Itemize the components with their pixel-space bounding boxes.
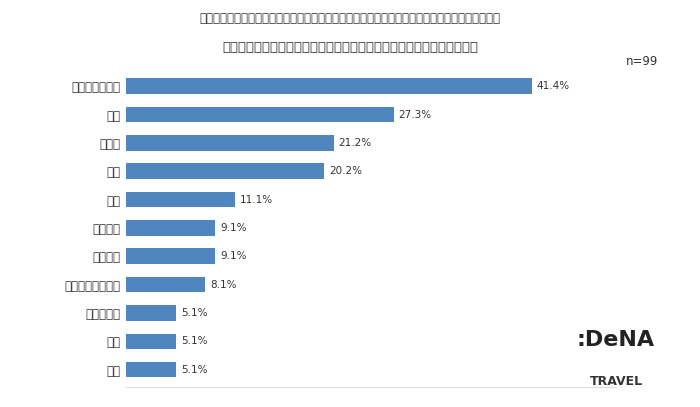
Text: TRAVEL: TRAVEL [589,375,643,388]
Text: 9.1%: 9.1% [220,223,246,233]
Text: 21.2%: 21.2% [339,138,372,148]
Text: 5.1%: 5.1% [181,365,207,374]
Text: 9.1%: 9.1% [220,251,246,261]
Bar [126,220,215,236]
Text: :DeNA: :DeNA [577,330,655,350]
Bar [126,79,532,94]
Text: 8.1%: 8.1% [210,280,237,290]
Bar [126,164,324,179]
Bar [126,248,215,264]
Text: 20.2%: 20.2% [329,166,362,176]
Text: 41.4%: 41.4% [537,81,570,91]
Text: （勤務先でプレミアムフライデーが「導入された」「異なる条件で導入された」ことがある人）: （勤務先でプレミアムフライデーが「導入された」「異なる条件で導入された」ことがあ… [199,12,500,25]
Bar [126,192,234,208]
Text: 5.1%: 5.1% [181,308,207,318]
Text: 5.1%: 5.1% [181,336,207,346]
Bar [126,107,393,123]
Bar [126,277,205,292]
Text: 27.3%: 27.3% [398,109,432,120]
Text: 11.1%: 11.1% [239,195,273,205]
Bar [126,135,334,151]
Bar [126,333,176,349]
Bar [126,362,176,377]
Text: 「プレミアムフライデー」は何をして過ごしましたか？（複数回答可）: 「プレミアムフライデー」は何をして過ごしましたか？（複数回答可） [222,41,478,54]
Text: n=99: n=99 [626,55,658,68]
Bar [126,305,176,321]
